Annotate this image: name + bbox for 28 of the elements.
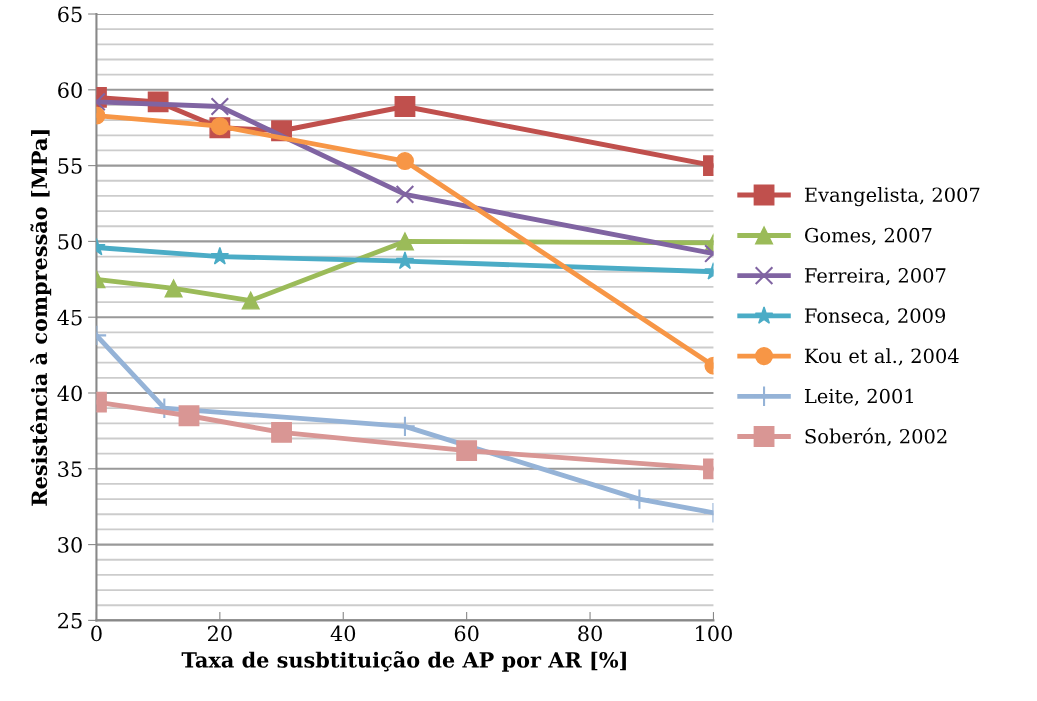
legend-label: Evangelista, 2007 [804, 187, 980, 207]
x-axis-title: Taxa de susbtituição de AP por AR [%] [181, 650, 626, 672]
y-tick-label: 65 [58, 6, 82, 23]
x-tick-label: 60 [454, 625, 479, 642]
x-tick-label: 80 [578, 625, 602, 642]
x-tick-label: 0 [91, 625, 102, 642]
y-tick-label: 35 [58, 461, 82, 478]
y-axis-title: Resistência à compressão [MPa] [30, 130, 52, 506]
y-tick-label: 60 [58, 82, 82, 99]
y-tick-label: 30 [58, 537, 82, 553]
legend-label: Soberón, 2002 [805, 427, 947, 446]
point [395, 232, 414, 251]
y-tick-label: 40 [57, 385, 82, 402]
y-tick-label: 45 [57, 309, 82, 326]
point [394, 96, 416, 117]
point [456, 440, 478, 462]
legend-label: Leite, 2001 [804, 388, 913, 406]
legend-label: Ferreira, 2007 [804, 268, 946, 286]
x-tick-label: 100 [696, 625, 732, 642]
y-tick-label: 55 [58, 158, 82, 174]
legend-label: Kou et al., 2004 [804, 348, 959, 366]
legend-label: Gomes, 2007 [805, 227, 932, 245]
y-tick-label: 50 [58, 233, 82, 250]
x-tick-label: 40 [330, 625, 356, 642]
point [271, 421, 292, 443]
legend-label: Fonseca, 2009 [804, 308, 946, 326]
x-tick-label: 20 [208, 625, 232, 642]
y-tick-label: 25 [58, 612, 82, 629]
